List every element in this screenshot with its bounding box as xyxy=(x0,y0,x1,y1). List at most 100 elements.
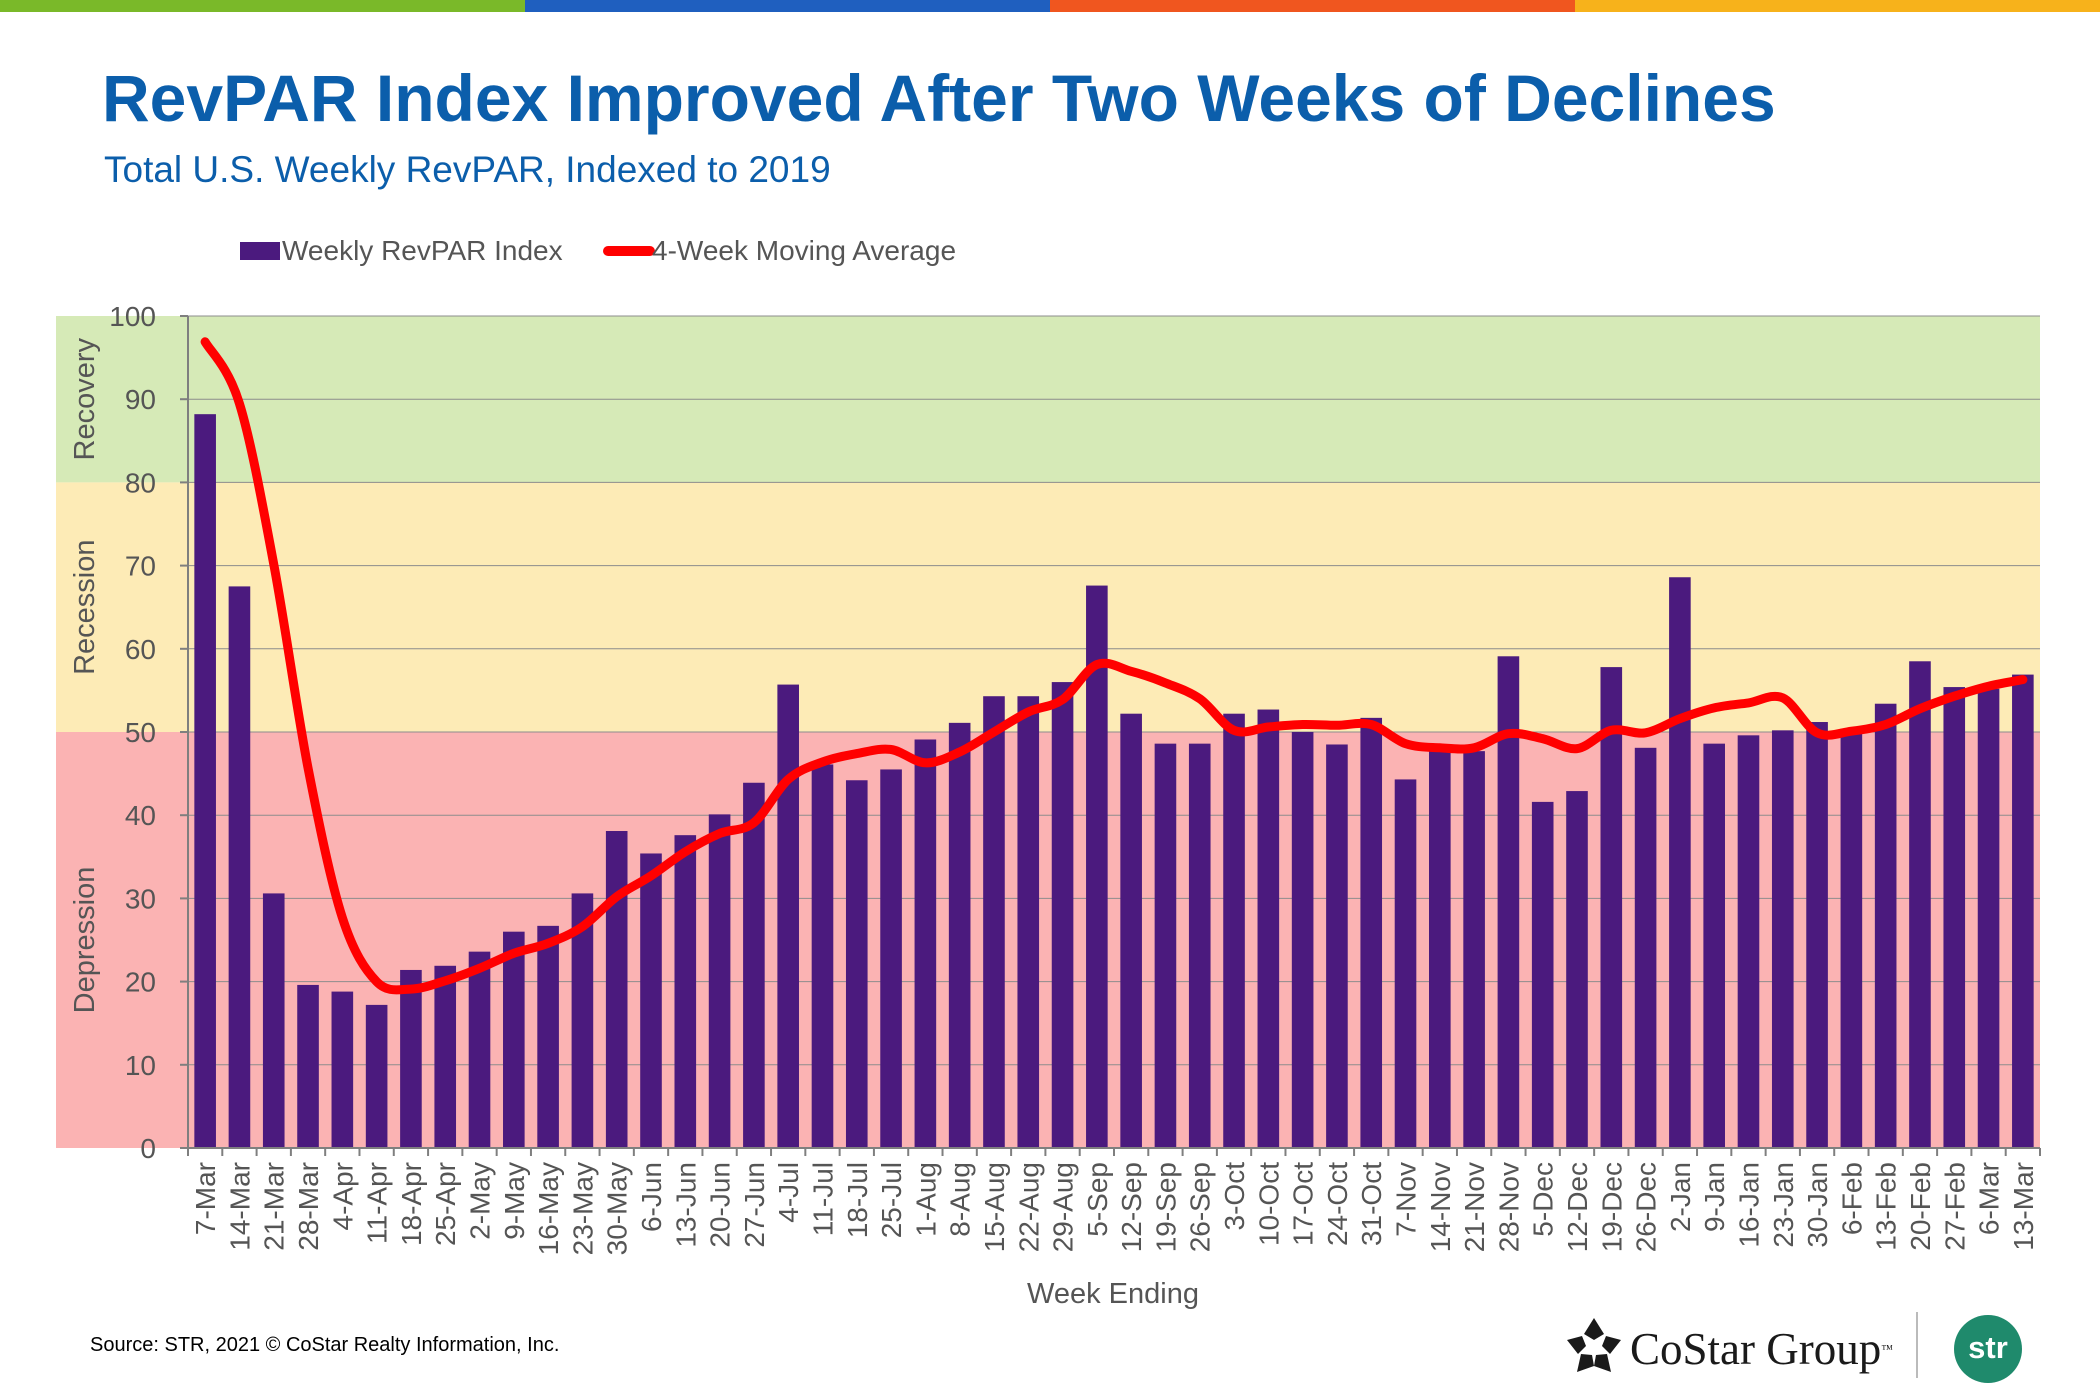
bar-7-Nov xyxy=(1394,779,1417,1148)
x-tick-label: 14-Nov xyxy=(1425,1162,1456,1252)
x-tick-label: 4-Jul xyxy=(773,1162,804,1223)
bar-21-Mar xyxy=(262,893,285,1148)
x-tick-label: 11-Jul xyxy=(807,1162,838,1236)
x-tick-label: 2-Jan xyxy=(1665,1162,1696,1232)
stripe-orange xyxy=(1050,0,1575,12)
zone-label-recession: Recession xyxy=(69,539,101,674)
trademark-symbol: ™ xyxy=(1881,1342,1894,1356)
bar-22-Aug xyxy=(1017,696,1040,1148)
bar-20-Jun xyxy=(708,814,731,1148)
axes xyxy=(180,315,2041,1156)
x-tick-label: 1-Aug xyxy=(910,1162,941,1237)
stripe-green xyxy=(0,0,525,12)
top-color-stripe xyxy=(0,0,2100,12)
y-tick-label: 10 xyxy=(125,1050,156,1081)
str-logo: str xyxy=(1954,1315,2022,1383)
x-tick-label: 30-Jan xyxy=(1802,1162,1833,1248)
x-tick-label: 17-Oct xyxy=(1288,1162,1319,1246)
bar-2-May xyxy=(468,951,491,1148)
x-tick-label: 18-Apr xyxy=(396,1162,427,1246)
chart-title: RevPAR Index Improved After Two Weeks of… xyxy=(102,61,1776,135)
x-tick-label: 25-Apr xyxy=(430,1162,461,1246)
bar-series xyxy=(194,414,2034,1148)
zone-labels: Recovery Recession Depression xyxy=(69,337,101,1013)
bar-9-Jan xyxy=(1703,743,1725,1148)
bar-26-Dec xyxy=(1634,747,1657,1148)
bar-6-Mar xyxy=(1977,688,2000,1148)
x-tick-label: 30-May xyxy=(602,1162,633,1255)
x-tick-label: 23-Jan xyxy=(1768,1162,1799,1248)
bar-8-Aug xyxy=(948,722,971,1148)
bar-15-Aug xyxy=(983,696,1005,1148)
source-note: Source: STR, 2021 © CoStar Realty Inform… xyxy=(90,1334,560,1356)
chart-legend: Weekly RevPAR Index 4-Week Moving Averag… xyxy=(240,235,956,266)
legend-swatch-bars xyxy=(240,242,280,260)
bar-30-Jan xyxy=(1806,722,1828,1148)
y-tick-label: 100 xyxy=(109,301,156,332)
bar-19-Sep xyxy=(1154,743,1177,1148)
x-tick-label: 13-Jun xyxy=(670,1162,701,1248)
gridlines xyxy=(188,315,2040,1066)
zone-label-recovery: Recovery xyxy=(69,337,101,460)
x-tick-label: 11-Apr xyxy=(362,1162,393,1244)
bar-18-Jul xyxy=(845,780,868,1148)
x-tick-label: 8-Aug xyxy=(945,1162,976,1237)
bar-31-Oct xyxy=(1360,717,1383,1148)
bar-28-Mar xyxy=(297,984,319,1148)
bar-19-Dec xyxy=(1600,667,1623,1148)
x-axis-tick-labels: 7-Mar 14-Mar 21-Mar 28-Mar 4-Apr 11-Apr 18-Apr… xyxy=(190,1162,2039,1256)
x-tick-label: 27-Feb xyxy=(1939,1162,1970,1251)
bar-25-Apr xyxy=(434,965,457,1148)
legend-label-moving-average: 4-Week Moving Average xyxy=(652,235,956,266)
bar-14-Nov xyxy=(1429,751,1451,1148)
bar-28-Nov xyxy=(1497,656,1520,1148)
bar-16-Jan xyxy=(1737,735,1760,1148)
x-tick-label: 20-Feb xyxy=(1905,1162,1936,1251)
x-tick-label: 3-Oct xyxy=(1219,1162,1250,1231)
bar-26-Sep xyxy=(1188,743,1211,1148)
y-axis-tick-labels: 0 10 20 30 40 50 60 70 80 90 100 xyxy=(109,301,156,1164)
x-tick-label: 7-Mar xyxy=(190,1162,221,1235)
costar-wordmark: CoStar Group xyxy=(1630,1324,1882,1374)
x-tick-label: 16-May xyxy=(533,1162,564,1255)
legend-label-weekly-revpar: Weekly RevPAR Index xyxy=(282,235,563,266)
x-tick-label: 20-Jun xyxy=(705,1162,736,1248)
y-tick-label: 90 xyxy=(125,384,156,415)
x-tick-label: 13-Feb xyxy=(1871,1162,1902,1251)
x-tick-label: 15-Aug xyxy=(979,1162,1010,1252)
bar-20-Feb xyxy=(1909,661,1931,1148)
x-tick-label: 28-Mar xyxy=(293,1162,324,1251)
x-tick-label: 6-Feb xyxy=(1836,1162,1867,1235)
bar-18-Apr xyxy=(400,969,422,1148)
x-tick-label: 2-May xyxy=(465,1162,496,1240)
y-tick-label: 60 xyxy=(125,634,156,665)
stripe-yellow xyxy=(1575,0,2100,12)
logo-divider xyxy=(1916,1312,1918,1378)
bar-27-Jun xyxy=(743,782,765,1148)
bar-10-Oct xyxy=(1257,709,1280,1148)
costar-star-icon xyxy=(1567,1318,1621,1372)
x-tick-label: 26-Sep xyxy=(1185,1162,1216,1252)
x-tick-label: 6-Jun xyxy=(636,1162,667,1232)
x-tick-label: 4-Apr xyxy=(327,1162,358,1230)
bar-5-Sep xyxy=(1086,585,1108,1148)
y-tick-label: 20 xyxy=(125,967,156,998)
bar-12-Dec xyxy=(1566,791,1588,1148)
x-tick-label: 18-Jul xyxy=(842,1162,873,1238)
y-tick-label: 50 xyxy=(125,717,156,748)
x-tick-label: 5-Dec xyxy=(1528,1162,1559,1237)
bar-16-May xyxy=(537,925,559,1148)
bar-12-Sep xyxy=(1120,713,1142,1148)
x-tick-label: 27-Jun xyxy=(739,1162,770,1248)
bar-7-Mar xyxy=(194,414,216,1148)
bar-21-Nov xyxy=(1463,751,1485,1148)
x-tick-label: 12-Dec xyxy=(1562,1162,1593,1252)
x-tick-label: 19-Sep xyxy=(1150,1162,1181,1252)
x-tick-label: 22-Aug xyxy=(1013,1162,1044,1252)
x-tick-label: 21-Nov xyxy=(1459,1162,1490,1252)
bar-4-Jul xyxy=(777,684,799,1148)
bar-13-Jun xyxy=(674,835,697,1148)
x-tick-label: 12-Sep xyxy=(1116,1162,1147,1252)
bar-11-Jul xyxy=(811,764,834,1148)
x-tick-label: 5-Sep xyxy=(1082,1162,1113,1237)
